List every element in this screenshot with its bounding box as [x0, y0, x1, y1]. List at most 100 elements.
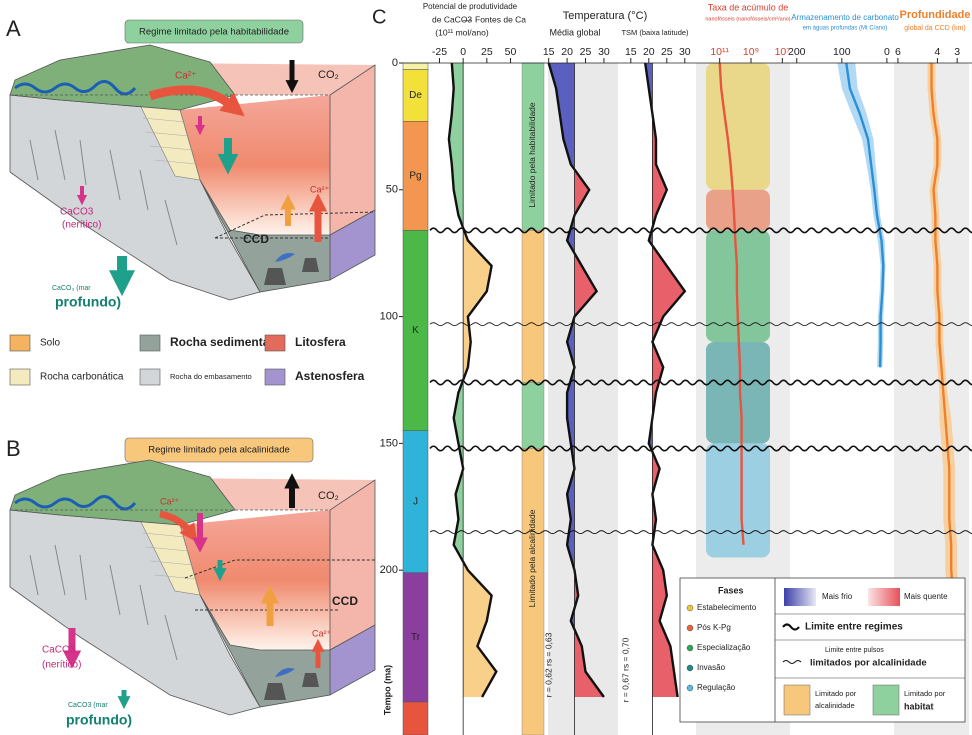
legend-label: Estabelecimento — [697, 603, 757, 612]
x-tick-label: 20 — [643, 46, 655, 58]
legend-label: Especialização — [697, 643, 751, 652]
regime-label: Limitado pela alcalinidade — [527, 509, 537, 607]
panel-title: Regime limitado pela alcalinidade — [148, 445, 290, 456]
period-label: J — [413, 496, 418, 507]
track-header: Armazenamento de carbonato — [791, 13, 899, 22]
panel-label: C — [372, 6, 386, 28]
y-tick-label: 50 — [386, 184, 398, 196]
legend-box — [679, 577, 966, 723]
legend-dot — [686, 624, 694, 632]
track-header: Taxa de acúmulo de — [708, 2, 789, 12]
regime-boundary — [429, 445, 972, 452]
label: CaCO3 — [60, 207, 94, 218]
legend-label: Invasão — [697, 663, 726, 672]
correlation: r = 0,67 rs = 0,70 — [620, 637, 630, 702]
x-tick-label: 30 — [679, 46, 691, 58]
regime-band — [521, 382, 545, 449]
x-tick-label: 25 — [580, 46, 592, 58]
wave-icon — [782, 623, 800, 631]
x-tick-label: 30 — [598, 46, 610, 58]
legend-label: Mais quente — [904, 592, 948, 601]
legend-label: Pós K-Pg — [697, 623, 731, 632]
y-tick-label: 200 — [380, 564, 398, 576]
legend-label: Limitado por — [815, 689, 857, 698]
swatch — [783, 684, 811, 716]
label: (nerítico) — [62, 220, 101, 231]
x-tick-label: 100 — [833, 46, 851, 58]
x-tick-label: 20 — [561, 46, 573, 58]
track-header: de CaCO3 — [432, 14, 472, 24]
title-box — [124, 437, 314, 463]
legend-label: Rocha do embasamento — [170, 372, 252, 381]
period-band — [402, 572, 429, 703]
y-tick-label: 150 — [380, 437, 398, 449]
arrow — [159, 510, 198, 543]
period-band — [402, 701, 429, 735]
period-label: K — [412, 325, 419, 336]
legend-label: Regulação — [697, 683, 736, 692]
period-band — [402, 121, 429, 231]
regime-band — [521, 448, 545, 735]
track-header: — — [463, 14, 472, 24]
legend-label: Limite entre pulsos — [825, 647, 884, 654]
x-tick-label: 10⁷ — [775, 46, 791, 58]
swatch — [872, 684, 900, 716]
wave-icon — [782, 660, 802, 664]
swatch — [784, 588, 816, 606]
title-box — [124, 19, 304, 44]
track-header: (10¹¹ mol/ano) — [435, 27, 489, 37]
label: profundo) — [66, 712, 132, 728]
label: Ca²⁺ — [312, 628, 332, 638]
legend-swatch — [139, 334, 161, 352]
area-high — [652, 113, 685, 697]
header: Temperatura (°C) — [563, 10, 647, 22]
regime-boundary — [429, 379, 972, 386]
x-tick-label: 6 — [895, 46, 901, 58]
pulse-boundary — [429, 322, 972, 327]
track-header: em águas profundas (Mt C/ano) — [803, 26, 888, 32]
x-tick-label: 10⁹ — [743, 46, 759, 58]
arrow — [148, 85, 245, 117]
phase-cluster — [706, 63, 770, 190]
x-tick-label: 4 — [934, 46, 940, 58]
label: CaCO3 (mar — [68, 702, 108, 709]
x-tick-label: 200 — [788, 46, 806, 58]
line — [547, 62, 605, 698]
legend-swatch — [264, 334, 286, 352]
legend-label: Astenosfera — [295, 369, 365, 383]
x-tick-label: -25 — [432, 46, 447, 58]
x-tick-label: 25 — [481, 46, 493, 58]
ccd-line — [214, 211, 376, 239]
band — [837, 63, 886, 368]
legend-dot — [686, 604, 694, 612]
legend-swatch — [9, 334, 31, 352]
regime-boundary — [429, 227, 972, 234]
label: Ca²⁺ — [310, 184, 330, 194]
correlation: r = 0,62 rs = 0,63 — [543, 632, 553, 697]
label: CCD — [332, 594, 358, 608]
panel-label: B — [6, 436, 21, 461]
label: CO₂ — [318, 69, 339, 81]
legend-label: Mais frio — [822, 592, 853, 601]
legend-dot — [686, 684, 694, 692]
legend-swatch — [9, 368, 31, 386]
x-tick-label: 0 — [460, 46, 466, 58]
block-diagram — [8, 43, 377, 302]
y-axis-label: Tempo (ma) — [382, 665, 392, 715]
x-tick-label: 25 — [661, 46, 673, 58]
period-band — [402, 69, 429, 122]
label: CO₂ — [318, 490, 339, 502]
legend-dot — [686, 664, 694, 672]
x-tick-label: 0 — [884, 46, 890, 58]
x-tick-label: 50 — [505, 46, 517, 58]
track-background — [548, 63, 618, 735]
panel-title: Regime limitado pela habitabilidade — [139, 27, 289, 38]
period-label: De — [409, 90, 422, 101]
pulse-boundary — [429, 530, 972, 535]
label: profundo) — [55, 294, 121, 310]
legend-label: Limite entre regimes — [805, 622, 903, 633]
area-high — [463, 63, 497, 697]
track-header: Fontes de Ca — [475, 14, 526, 24]
swatch — [868, 588, 900, 606]
legend-dot — [686, 644, 694, 652]
